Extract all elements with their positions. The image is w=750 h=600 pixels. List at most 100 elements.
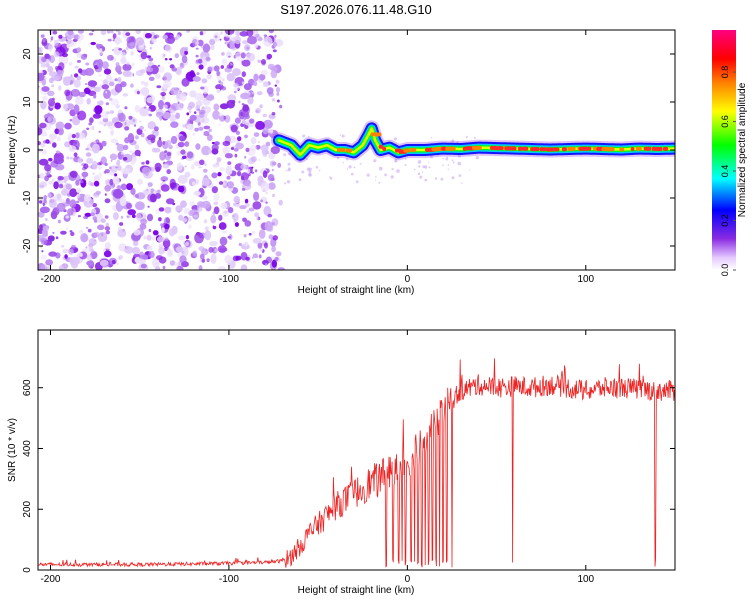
noise-blob: [155, 73, 161, 79]
noise-blob: [255, 216, 259, 220]
noise-blob: [85, 246, 88, 249]
noise-blob: [271, 256, 275, 260]
noise-blob: [272, 49, 277, 53]
noise-blob: [45, 259, 53, 266]
speckle: [430, 137, 433, 139]
noise-blob: [39, 224, 43, 229]
speckle: [308, 167, 312, 171]
snr-panel: -200 -100 0 100 0 200 400 600 Height of straig…: [7, 329, 676, 596]
noise-blob: [112, 188, 124, 199]
y-tick-label: 0: [22, 567, 33, 573]
noise-blob: [118, 48, 123, 51]
noise-blob: [162, 104, 168, 109]
noise-blob: [140, 51, 148, 60]
noise-blob: [140, 263, 147, 269]
noise-blob: [115, 142, 120, 146]
noise-blob: [219, 81, 224, 86]
noise-blob: [52, 97, 55, 101]
noise-blob: [174, 262, 179, 267]
noise-blob: [199, 94, 205, 100]
noise-blob: [51, 178, 55, 182]
noise-blob: [277, 99, 280, 103]
noise-blob: [158, 247, 165, 255]
noise-blob: [254, 43, 259, 49]
noise-blob: [68, 248, 74, 255]
noise-blob: [107, 38, 112, 42]
speckle: [302, 134, 306, 138]
noise-blob: [101, 111, 109, 120]
speckle: [345, 157, 349, 161]
noise-blob: [226, 64, 233, 69]
noise-blob: [114, 83, 123, 93]
noise-blob: [99, 234, 102, 237]
noise-blob: [69, 156, 74, 160]
amplitude-hotspot: [382, 147, 387, 151]
snr-frame: [37, 329, 676, 571]
noise-blob: [43, 199, 47, 204]
noise-blob: [86, 157, 94, 164]
noise-blob: [256, 91, 263, 96]
noise-blob: [98, 130, 101, 133]
noise-blob: [45, 62, 50, 68]
signal-track: [270, 120, 675, 163]
noise-blob: [85, 227, 89, 229]
noise-blob: [60, 230, 67, 235]
noise-blob: [219, 103, 229, 110]
speckle: [447, 168, 449, 170]
noise-blob: [144, 32, 152, 39]
noise-blob: [219, 38, 222, 41]
noise-blob: [184, 141, 190, 147]
noise-blob: [270, 66, 278, 72]
noise-blob: [73, 104, 80, 114]
noise-blob: [62, 103, 69, 110]
noise-blob: [70, 231, 75, 237]
noise-blob: [105, 102, 110, 106]
noise-blob: [87, 80, 98, 87]
noise-blob: [210, 214, 217, 224]
amplitude-hotspot: [539, 147, 547, 152]
amplitude-hotspot: [567, 146, 576, 151]
noise-blob: [170, 87, 179, 96]
noise-blob: [262, 113, 268, 118]
amplitude-hotspot: [578, 146, 590, 151]
noise-blob: [160, 184, 170, 192]
noise-blob: [244, 155, 247, 159]
speckle: [339, 134, 342, 136]
noise-blob: [69, 188, 78, 198]
noise-blob: [242, 217, 247, 223]
noise-blob: [148, 250, 155, 259]
noise-blob: [50, 36, 54, 41]
colorbar-tick-label: 0.8: [720, 66, 730, 79]
noise-blob: [243, 234, 247, 238]
speckle: [379, 167, 383, 171]
noise-blob: [261, 149, 269, 156]
noise-blob: [115, 64, 122, 73]
noise-blob: [109, 153, 118, 161]
noise-blob: [155, 111, 164, 118]
noise-blob: [175, 205, 183, 213]
noise-blob: [64, 122, 72, 130]
noise-blob: [73, 73, 79, 78]
speckle: [283, 153, 287, 157]
noise-blob: [158, 256, 167, 264]
noise-blob: [171, 67, 177, 72]
noise-blob: [238, 242, 242, 247]
noise-blob: [231, 100, 236, 104]
colorbar-label: Normalized spectral amplitude: [737, 82, 748, 217]
noise-blob: [236, 170, 242, 177]
noise-blob: [176, 265, 184, 270]
chart-title: S197.2026.076.11.48.G10: [280, 2, 432, 17]
speckle: [384, 173, 387, 177]
noise-blob: [105, 91, 108, 94]
noise-blob: [243, 241, 249, 247]
noise-blob: [235, 142, 245, 150]
noise-blob: [88, 32, 94, 36]
noise-blob: [120, 57, 127, 64]
noise-blob: [203, 219, 208, 224]
x-tick-label: -200: [40, 274, 60, 285]
noise-blob: [114, 121, 123, 129]
noise-blob: [164, 237, 169, 241]
noise-blob: [184, 241, 190, 247]
noise-blob: [277, 162, 282, 168]
noise-blob: [116, 185, 122, 190]
